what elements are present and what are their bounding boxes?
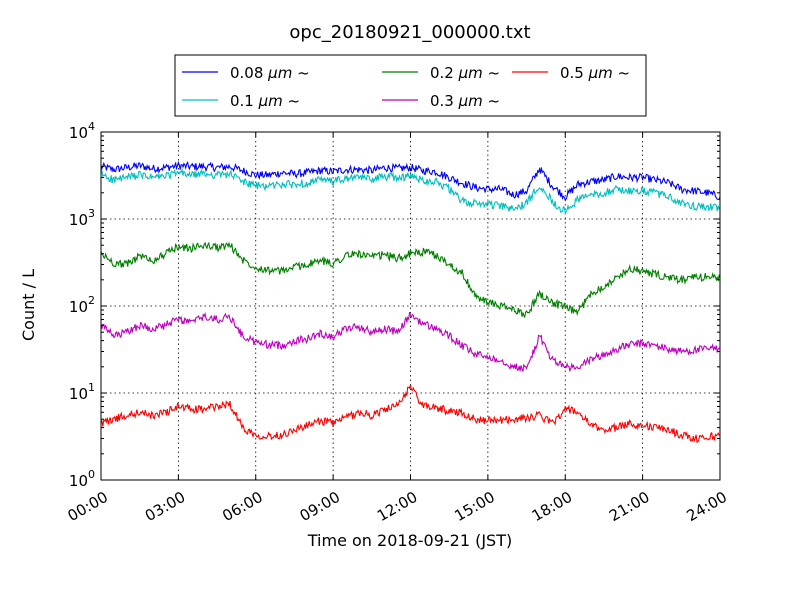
y-axis-title: Count / L xyxy=(19,269,38,341)
x-tick-label: 18:00 xyxy=(529,488,575,525)
plot-lines xyxy=(100,160,721,443)
y-tick-label: 103 xyxy=(69,207,95,229)
x-tick-label: 21:00 xyxy=(606,488,652,525)
legend-box xyxy=(174,54,647,117)
y-tick-labels: 100 101 102 103 104 xyxy=(69,120,95,490)
legend-entry: 0.5 μm ~ xyxy=(560,64,630,82)
x-tick-label: 24:00 xyxy=(684,488,730,525)
y-tick-label: 100 xyxy=(69,468,95,490)
series-line-0-2 xyxy=(100,241,721,319)
x-tick-label: 03:00 xyxy=(142,488,188,525)
x-tick-label: 00:00 xyxy=(65,488,111,525)
x-tick-labels: 00:00 03:00 06:00 09:00 12:00 15:00 18:00 21:00… xyxy=(65,488,730,525)
legend: 0.08 μm ~ 0.1 μm ~ 0.2 μm ~ 0.3 μm ~ 0.5 μm … xyxy=(174,54,647,117)
series-line-0-3 xyxy=(100,311,721,373)
x-axis-title: Time on 2018-09-21 (JST) xyxy=(307,531,512,550)
x-tick-label: 09:00 xyxy=(297,488,343,525)
legend-entry: 0.3 μm ~ xyxy=(430,92,500,110)
legend-entry: 0.1 μm ~ xyxy=(230,92,300,110)
chart-title: opc_20180921_000000.txt xyxy=(289,22,530,43)
y-tick-label: 104 xyxy=(69,120,95,142)
y-tick-label: 101 xyxy=(69,381,95,403)
y-tick-label: 102 xyxy=(69,294,95,316)
x-tick-label: 15:00 xyxy=(451,488,497,525)
plot-frame xyxy=(100,131,721,481)
x-tick-label: 06:00 xyxy=(219,488,265,525)
series-line-0-08 xyxy=(100,160,721,202)
x-tick-label: 12:00 xyxy=(374,488,420,525)
axis-ticks xyxy=(100,131,721,481)
series-line-0-1 xyxy=(100,167,721,215)
series-line-0-5 xyxy=(100,384,720,443)
grid xyxy=(101,132,720,480)
legend-entry: 0.2 μm ~ xyxy=(430,64,500,82)
legend-entry: 0.08 μm ~ xyxy=(230,64,310,82)
